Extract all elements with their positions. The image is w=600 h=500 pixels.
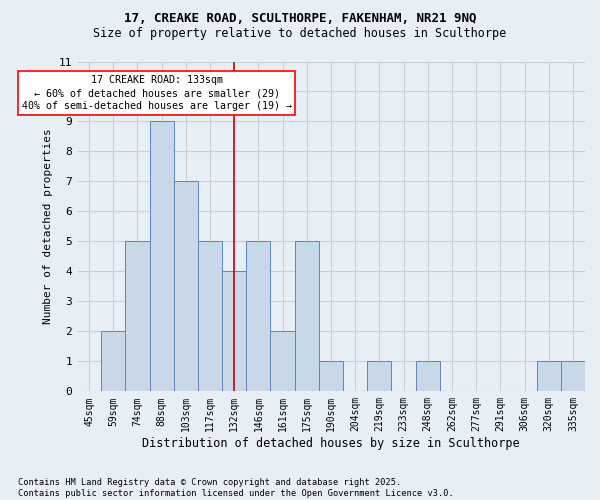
Bar: [149, 122, 174, 392]
Bar: [101, 332, 125, 392]
Bar: [174, 182, 198, 392]
Text: 17, CREAKE ROAD, SCULTHORPE, FAKENHAM, NR21 9NQ: 17, CREAKE ROAD, SCULTHORPE, FAKENHAM, N…: [124, 12, 476, 26]
Bar: [222, 272, 246, 392]
Text: Size of property relative to detached houses in Sculthorpe: Size of property relative to detached ho…: [94, 28, 506, 40]
Text: 17 CREAKE ROAD: 133sqm
← 60% of detached houses are smaller (29)
40% of semi-det: 17 CREAKE ROAD: 133sqm ← 60% of detached…: [22, 75, 292, 112]
Bar: [271, 332, 295, 392]
Bar: [319, 362, 343, 392]
Bar: [246, 242, 271, 392]
X-axis label: Distribution of detached houses by size in Sculthorpe: Distribution of detached houses by size …: [142, 437, 520, 450]
Bar: [125, 242, 149, 392]
Bar: [536, 362, 561, 392]
Bar: [198, 242, 222, 392]
Text: Contains HM Land Registry data © Crown copyright and database right 2025.
Contai: Contains HM Land Registry data © Crown c…: [18, 478, 454, 498]
Bar: [416, 362, 440, 392]
Bar: [367, 362, 391, 392]
Bar: [295, 242, 319, 392]
Y-axis label: Number of detached properties: Number of detached properties: [43, 128, 53, 324]
Bar: [561, 362, 585, 392]
